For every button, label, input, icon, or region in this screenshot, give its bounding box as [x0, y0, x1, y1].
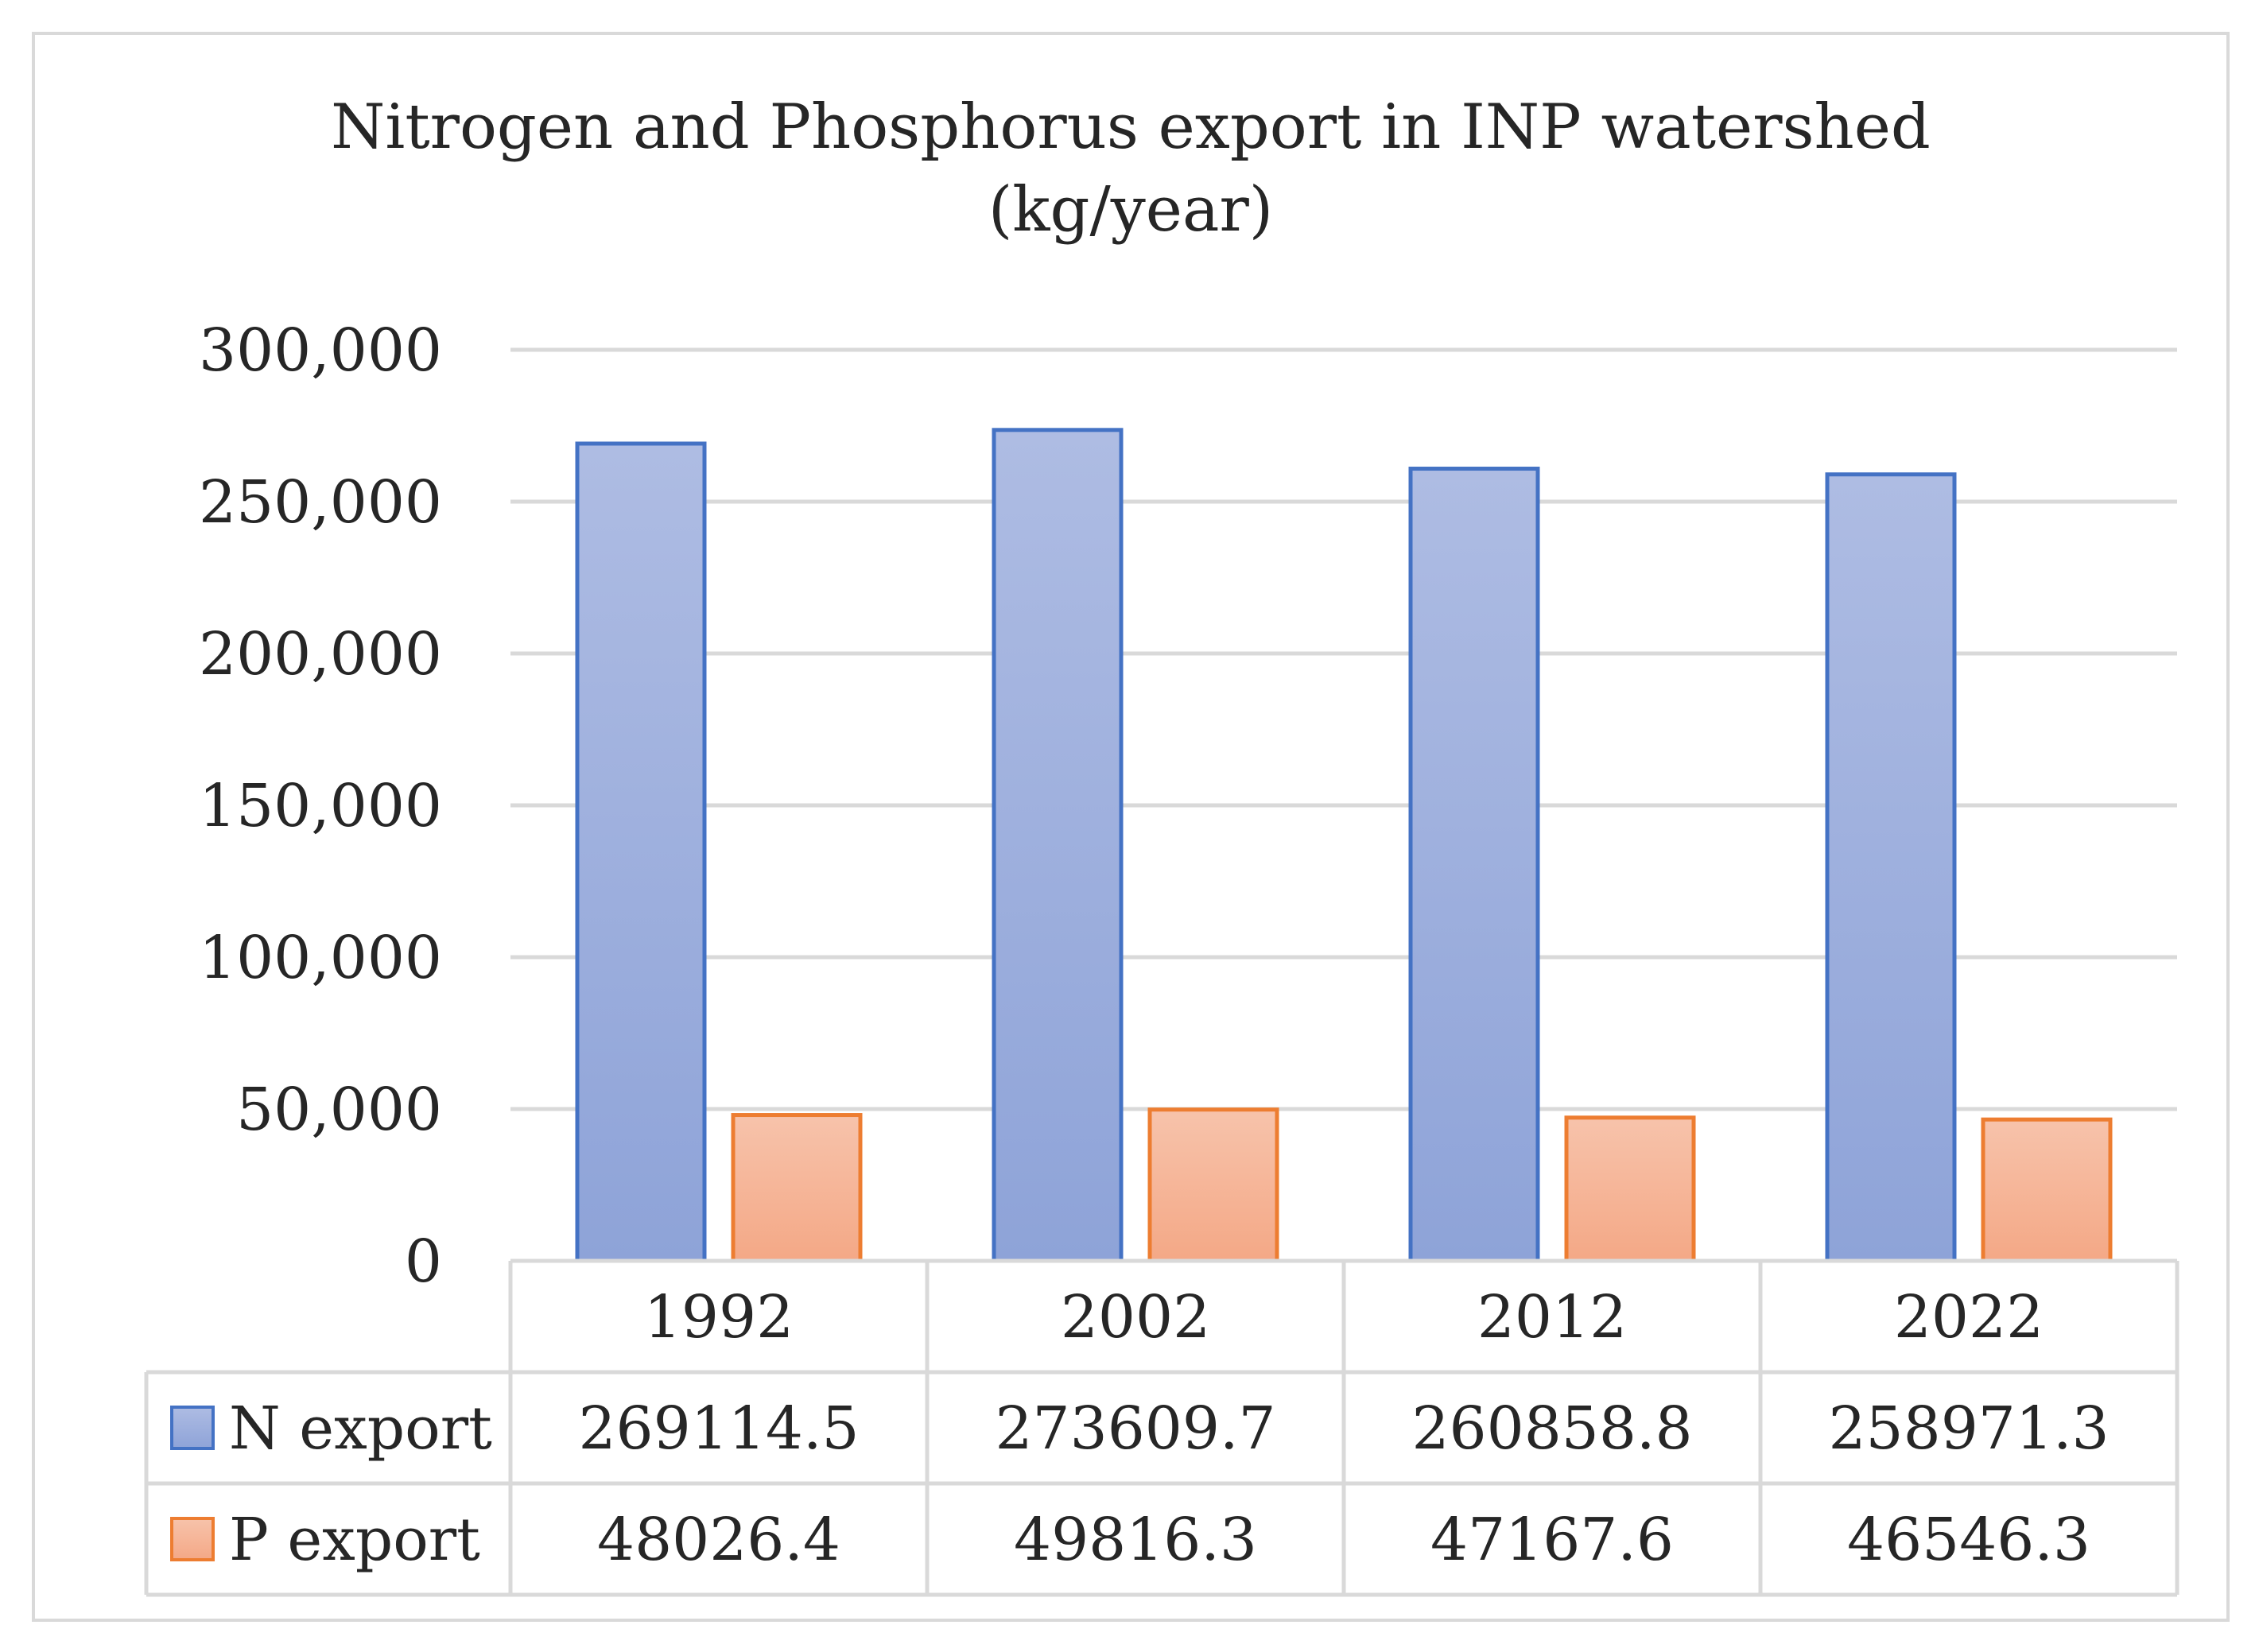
table-value-cell: 47167.6 — [1430, 1506, 1674, 1574]
x-tick-label: 2012 — [1477, 1283, 1627, 1351]
y-tick-label: 300,000 — [199, 316, 442, 385]
bar-n-export-2012 — [1408, 467, 1540, 1263]
bar-p-export-2022 — [1981, 1117, 2113, 1263]
chart-svg: Nitrogen and Phosphorus export in INP wa… — [144, 91, 2179, 1597]
table-value-cell: 49816.3 — [1014, 1506, 1257, 1574]
y-tick-label: 200,000 — [199, 620, 442, 688]
y-tick-label: 50,000 — [236, 1076, 442, 1144]
table-value-cell: 46546.3 — [1847, 1506, 2090, 1574]
y-tick-label: 250,000 — [199, 468, 442, 537]
data-table: 1992 2002 2012 2022 N export 269114.5 273609.7… — [144, 1258, 2179, 1597]
chart-subtitle: (kg/year) — [988, 174, 1273, 246]
table-value-cell: 260858.8 — [1411, 1394, 1692, 1463]
y-tick-label: 150,000 — [199, 772, 442, 840]
legend-swatch-n-export — [170, 1406, 215, 1450]
chart-frame: Nitrogen and Phosphorus export in INP wa… — [32, 32, 2230, 1622]
x-tick-label: 2022 — [1894, 1283, 2044, 1351]
bar-n-export-2002 — [992, 428, 1124, 1263]
legend-label: P export — [229, 1506, 480, 1574]
bar-p-export-1992 — [731, 1113, 863, 1263]
table-value-cell: 273609.7 — [995, 1394, 1275, 1463]
table-value-cell: 258971.3 — [1828, 1394, 2109, 1463]
y-axis-ticks: 0 50,000 100,000 150,000 200,000 250,000 300,0… — [199, 316, 442, 1296]
table-value-cell: 48026.4 — [597, 1506, 840, 1574]
chart-title: Nitrogen and Phosphorus export in INP wa… — [331, 91, 1931, 163]
legend-label: N export — [229, 1394, 492, 1463]
bar-p-export-2012 — [1564, 1115, 1696, 1263]
bar-p-export-2002 — [1147, 1107, 1279, 1263]
y-tick-label: 100,000 — [199, 924, 442, 992]
bar-n-export-2022 — [1825, 472, 1957, 1263]
legend-swatch-p-export — [170, 1517, 215, 1561]
x-tick-label: 1992 — [644, 1283, 794, 1351]
bars — [575, 428, 2113, 1263]
bar-n-export-1992 — [575, 441, 707, 1263]
x-tick-label: 2002 — [1061, 1283, 1210, 1351]
y-tick-label: 0 — [405, 1227, 442, 1296]
table-value-cell: 269114.5 — [578, 1394, 859, 1463]
